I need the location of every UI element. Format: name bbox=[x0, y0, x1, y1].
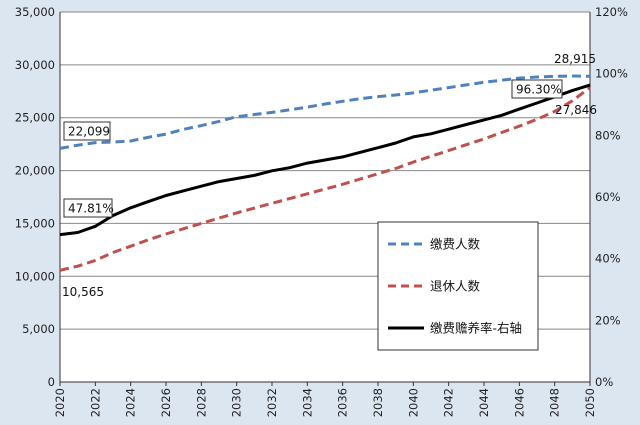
y2-tick-label: 0% bbox=[595, 375, 613, 389]
x-tick-label: 2040 bbox=[406, 388, 420, 417]
gridlines bbox=[60, 11, 590, 330]
x-tick-label: 2032 bbox=[265, 388, 279, 417]
x-tick-label: 2024 bbox=[124, 388, 138, 417]
annotation-box bbox=[63, 198, 113, 218]
x-tick-label: 2042 bbox=[442, 388, 456, 417]
y-tick-label: 25,000 bbox=[15, 111, 55, 125]
x-tick-label: 2034 bbox=[300, 388, 314, 417]
x-tick-label: 2030 bbox=[230, 388, 244, 417]
x-tick-label: 2028 bbox=[194, 388, 208, 417]
legend-label-1: 退休人数 bbox=[430, 279, 481, 294]
annotation-label: 10,565 bbox=[62, 285, 104, 299]
x-tick-label: 2044 bbox=[477, 388, 491, 417]
x-tick-label: 2020 bbox=[53, 388, 67, 417]
annotation-label: 47.81% bbox=[68, 202, 114, 216]
y-tick-label: 35,000 bbox=[15, 5, 55, 19]
axes: 0 5,000 10,000 15,000 20,000 25,000 30,000 35,0… bbox=[15, 5, 628, 417]
x-tick-label: 2050 bbox=[583, 388, 597, 417]
y-tick-label: 20,000 bbox=[15, 164, 55, 178]
x-tick-label: 2026 bbox=[159, 388, 173, 417]
annotation-label: 27,846 bbox=[555, 103, 597, 117]
y2-tick-label: 120% bbox=[595, 5, 628, 19]
y-tick-label: 0 bbox=[48, 375, 55, 389]
y2-tick-label: 100% bbox=[595, 67, 628, 81]
y2-tick-label: 20% bbox=[595, 313, 621, 327]
legend-label-0: 缴费人数 bbox=[430, 237, 481, 252]
annotation-box bbox=[63, 121, 111, 141]
y-tick-label: 5,000 bbox=[22, 322, 55, 336]
annotations: 22,099 47.81% 10,565 28,915 96.30% 27,846 bbox=[62, 52, 597, 299]
annotation-label: 96.30% bbox=[516, 83, 562, 97]
legend-label-2: 缴费赡养率-右轴 bbox=[430, 321, 522, 336]
series-line-1 bbox=[59, 86, 591, 272]
annotation-label: 22,099 bbox=[68, 125, 110, 139]
y2-tick-label: 80% bbox=[595, 128, 621, 142]
x-tick-label: 2046 bbox=[512, 388, 526, 417]
x-tick-label: 2048 bbox=[548, 388, 562, 417]
y-tick-label: 15,000 bbox=[15, 216, 55, 230]
y2-tick-label: 60% bbox=[595, 190, 621, 204]
series-lines bbox=[59, 74, 591, 272]
series-line-2 bbox=[59, 83, 591, 237]
x-tick-label: 2036 bbox=[336, 388, 350, 417]
y-tick-label: 30,000 bbox=[15, 58, 55, 72]
x-tick-label: 2022 bbox=[88, 388, 102, 417]
y2-tick-label: 40% bbox=[595, 252, 621, 266]
annotation-box bbox=[511, 79, 563, 99]
series-line-0 bbox=[59, 74, 591, 150]
annotation-label: 28,915 bbox=[554, 52, 596, 66]
x-tick-label: 2038 bbox=[371, 388, 385, 417]
y-tick-label: 10,000 bbox=[15, 269, 55, 283]
